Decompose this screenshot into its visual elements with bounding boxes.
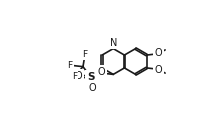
- Text: O: O: [89, 83, 96, 93]
- Text: F: F: [67, 61, 72, 70]
- Text: O: O: [75, 71, 82, 81]
- Text: N: N: [109, 38, 117, 48]
- Text: F: F: [72, 72, 77, 81]
- Text: F: F: [82, 50, 88, 59]
- Text: O: O: [155, 65, 162, 75]
- Text: S: S: [87, 72, 94, 82]
- Text: O: O: [155, 48, 162, 58]
- Text: O: O: [98, 67, 105, 77]
